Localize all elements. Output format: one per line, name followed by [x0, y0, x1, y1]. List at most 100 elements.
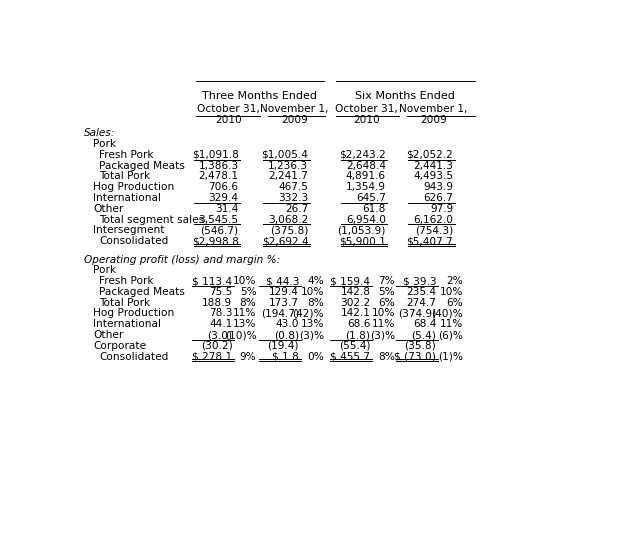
Text: 4,493.5: 4,493.5 [413, 171, 454, 181]
Text: November 1,
2009: November 1, 2009 [399, 103, 468, 125]
Text: 9%: 9% [240, 351, 256, 361]
Text: Intersegment: Intersegment [93, 225, 165, 235]
Text: 706.6: 706.6 [209, 182, 239, 192]
Text: $ 39.3: $ 39.3 [403, 276, 436, 286]
Text: Packaged Meats: Packaged Meats [99, 287, 185, 297]
Text: 97.9: 97.9 [430, 204, 454, 214]
Text: 6%: 6% [378, 297, 395, 307]
Text: 3,068.2: 3,068.2 [268, 215, 308, 225]
Text: (375.8): (375.8) [270, 225, 308, 235]
Text: (55.4): (55.4) [339, 341, 371, 351]
Text: 6,954.0: 6,954.0 [346, 215, 386, 225]
Text: 188.9: 188.9 [202, 297, 232, 307]
Text: 5%: 5% [378, 287, 395, 297]
Text: 4%: 4% [307, 276, 324, 286]
Text: $1,005.4: $1,005.4 [262, 150, 308, 160]
Text: (1.8): (1.8) [345, 330, 371, 340]
Text: 645.7: 645.7 [356, 193, 386, 203]
Text: 142.1: 142.1 [341, 309, 371, 319]
Text: 129.4: 129.4 [269, 287, 299, 297]
Text: 329.4: 329.4 [209, 193, 239, 203]
Text: Corporate: Corporate [93, 341, 146, 351]
Text: 0%: 0% [307, 351, 324, 361]
Text: 5%: 5% [240, 287, 256, 297]
Text: 75.5: 75.5 [209, 287, 232, 297]
Text: 11%: 11% [440, 319, 463, 329]
Text: (3)%: (3)% [370, 330, 395, 340]
Text: Consolidated: Consolidated [99, 236, 168, 246]
Text: (754.3): (754.3) [415, 225, 454, 235]
Text: 467.5: 467.5 [279, 182, 308, 192]
Text: 13%: 13% [300, 319, 324, 329]
Text: 274.7: 274.7 [406, 297, 436, 307]
Text: 2,478.1: 2,478.1 [198, 171, 239, 181]
Text: 44.1: 44.1 [209, 319, 232, 329]
Text: 2,441.3: 2,441.3 [413, 161, 454, 171]
Text: $ 1.8: $ 1.8 [272, 351, 299, 361]
Text: $5,407.7: $5,407.7 [406, 236, 454, 246]
Text: Six Months Ended: Six Months Ended [355, 91, 455, 101]
Text: 10%: 10% [300, 287, 324, 297]
Text: Sales:: Sales: [84, 128, 115, 138]
Text: International: International [93, 193, 161, 203]
Text: 1,386.3: 1,386.3 [198, 161, 239, 171]
Text: 43.0: 43.0 [276, 319, 299, 329]
Text: Hog Production: Hog Production [93, 309, 174, 319]
Text: (10)%: (10)% [225, 330, 256, 340]
Text: Fresh Pork: Fresh Pork [99, 150, 154, 160]
Text: Packaged Meats: Packaged Meats [99, 161, 185, 171]
Text: (1)%: (1)% [438, 351, 463, 361]
Text: $ 113.4: $ 113.4 [192, 276, 232, 286]
Text: Hog Production: Hog Production [93, 182, 174, 192]
Text: Fresh Pork: Fresh Pork [99, 276, 154, 286]
Text: (194.7): (194.7) [261, 309, 299, 319]
Text: 13%: 13% [233, 319, 256, 329]
Text: 173.7: 173.7 [269, 297, 299, 307]
Text: 68.4: 68.4 [413, 319, 436, 329]
Text: 8%: 8% [378, 351, 395, 361]
Text: 626.7: 626.7 [424, 193, 454, 203]
Text: (0.8): (0.8) [274, 330, 299, 340]
Text: (3.0): (3.0) [207, 330, 232, 340]
Text: (1,053.9): (1,053.9) [338, 225, 386, 235]
Text: Other: Other [93, 330, 123, 340]
Text: (40)%: (40)% [432, 309, 463, 319]
Text: $ 159.4: $ 159.4 [330, 276, 371, 286]
Text: Other: Other [93, 204, 123, 214]
Text: (30.2): (30.2) [201, 341, 232, 351]
Text: 8%: 8% [307, 297, 324, 307]
Text: $2,052.2: $2,052.2 [406, 150, 454, 160]
Text: 332.3: 332.3 [278, 193, 308, 203]
Text: Total Pork: Total Pork [99, 171, 151, 181]
Text: International: International [93, 319, 161, 329]
Text: (546.7): (546.7) [200, 225, 239, 235]
Text: (3)%: (3)% [299, 330, 324, 340]
Text: 1,354.9: 1,354.9 [346, 182, 386, 192]
Text: (6)%: (6)% [438, 330, 463, 340]
Text: 943.9: 943.9 [423, 182, 454, 192]
Text: 1,236.3: 1,236.3 [268, 161, 308, 171]
Text: Consolidated: Consolidated [99, 351, 168, 361]
Text: 2,648.4: 2,648.4 [346, 161, 386, 171]
Text: 302.2: 302.2 [340, 297, 371, 307]
Text: 10%: 10% [440, 287, 463, 297]
Text: 2,241.7: 2,241.7 [269, 171, 308, 181]
Text: $1,091.8: $1,091.8 [192, 150, 239, 160]
Text: $ 278.1: $ 278.1 [192, 351, 232, 361]
Text: Total Pork: Total Pork [99, 297, 151, 307]
Text: 8%: 8% [240, 297, 256, 307]
Text: $2,998.8: $2,998.8 [192, 236, 239, 246]
Text: 10%: 10% [372, 309, 395, 319]
Text: (42)%: (42)% [292, 309, 324, 319]
Text: 7%: 7% [378, 276, 395, 286]
Text: 11%: 11% [233, 309, 256, 319]
Text: 26.7: 26.7 [285, 204, 308, 214]
Text: $2,692.4: $2,692.4 [262, 236, 308, 246]
Text: 6,162.0: 6,162.0 [413, 215, 454, 225]
Text: (19.4): (19.4) [267, 341, 299, 351]
Text: 2%: 2% [447, 276, 463, 286]
Text: Total segment sales: Total segment sales [99, 215, 204, 225]
Text: $ 455.7: $ 455.7 [330, 351, 371, 361]
Text: (374.9): (374.9) [398, 309, 436, 319]
Text: Pork: Pork [93, 139, 116, 149]
